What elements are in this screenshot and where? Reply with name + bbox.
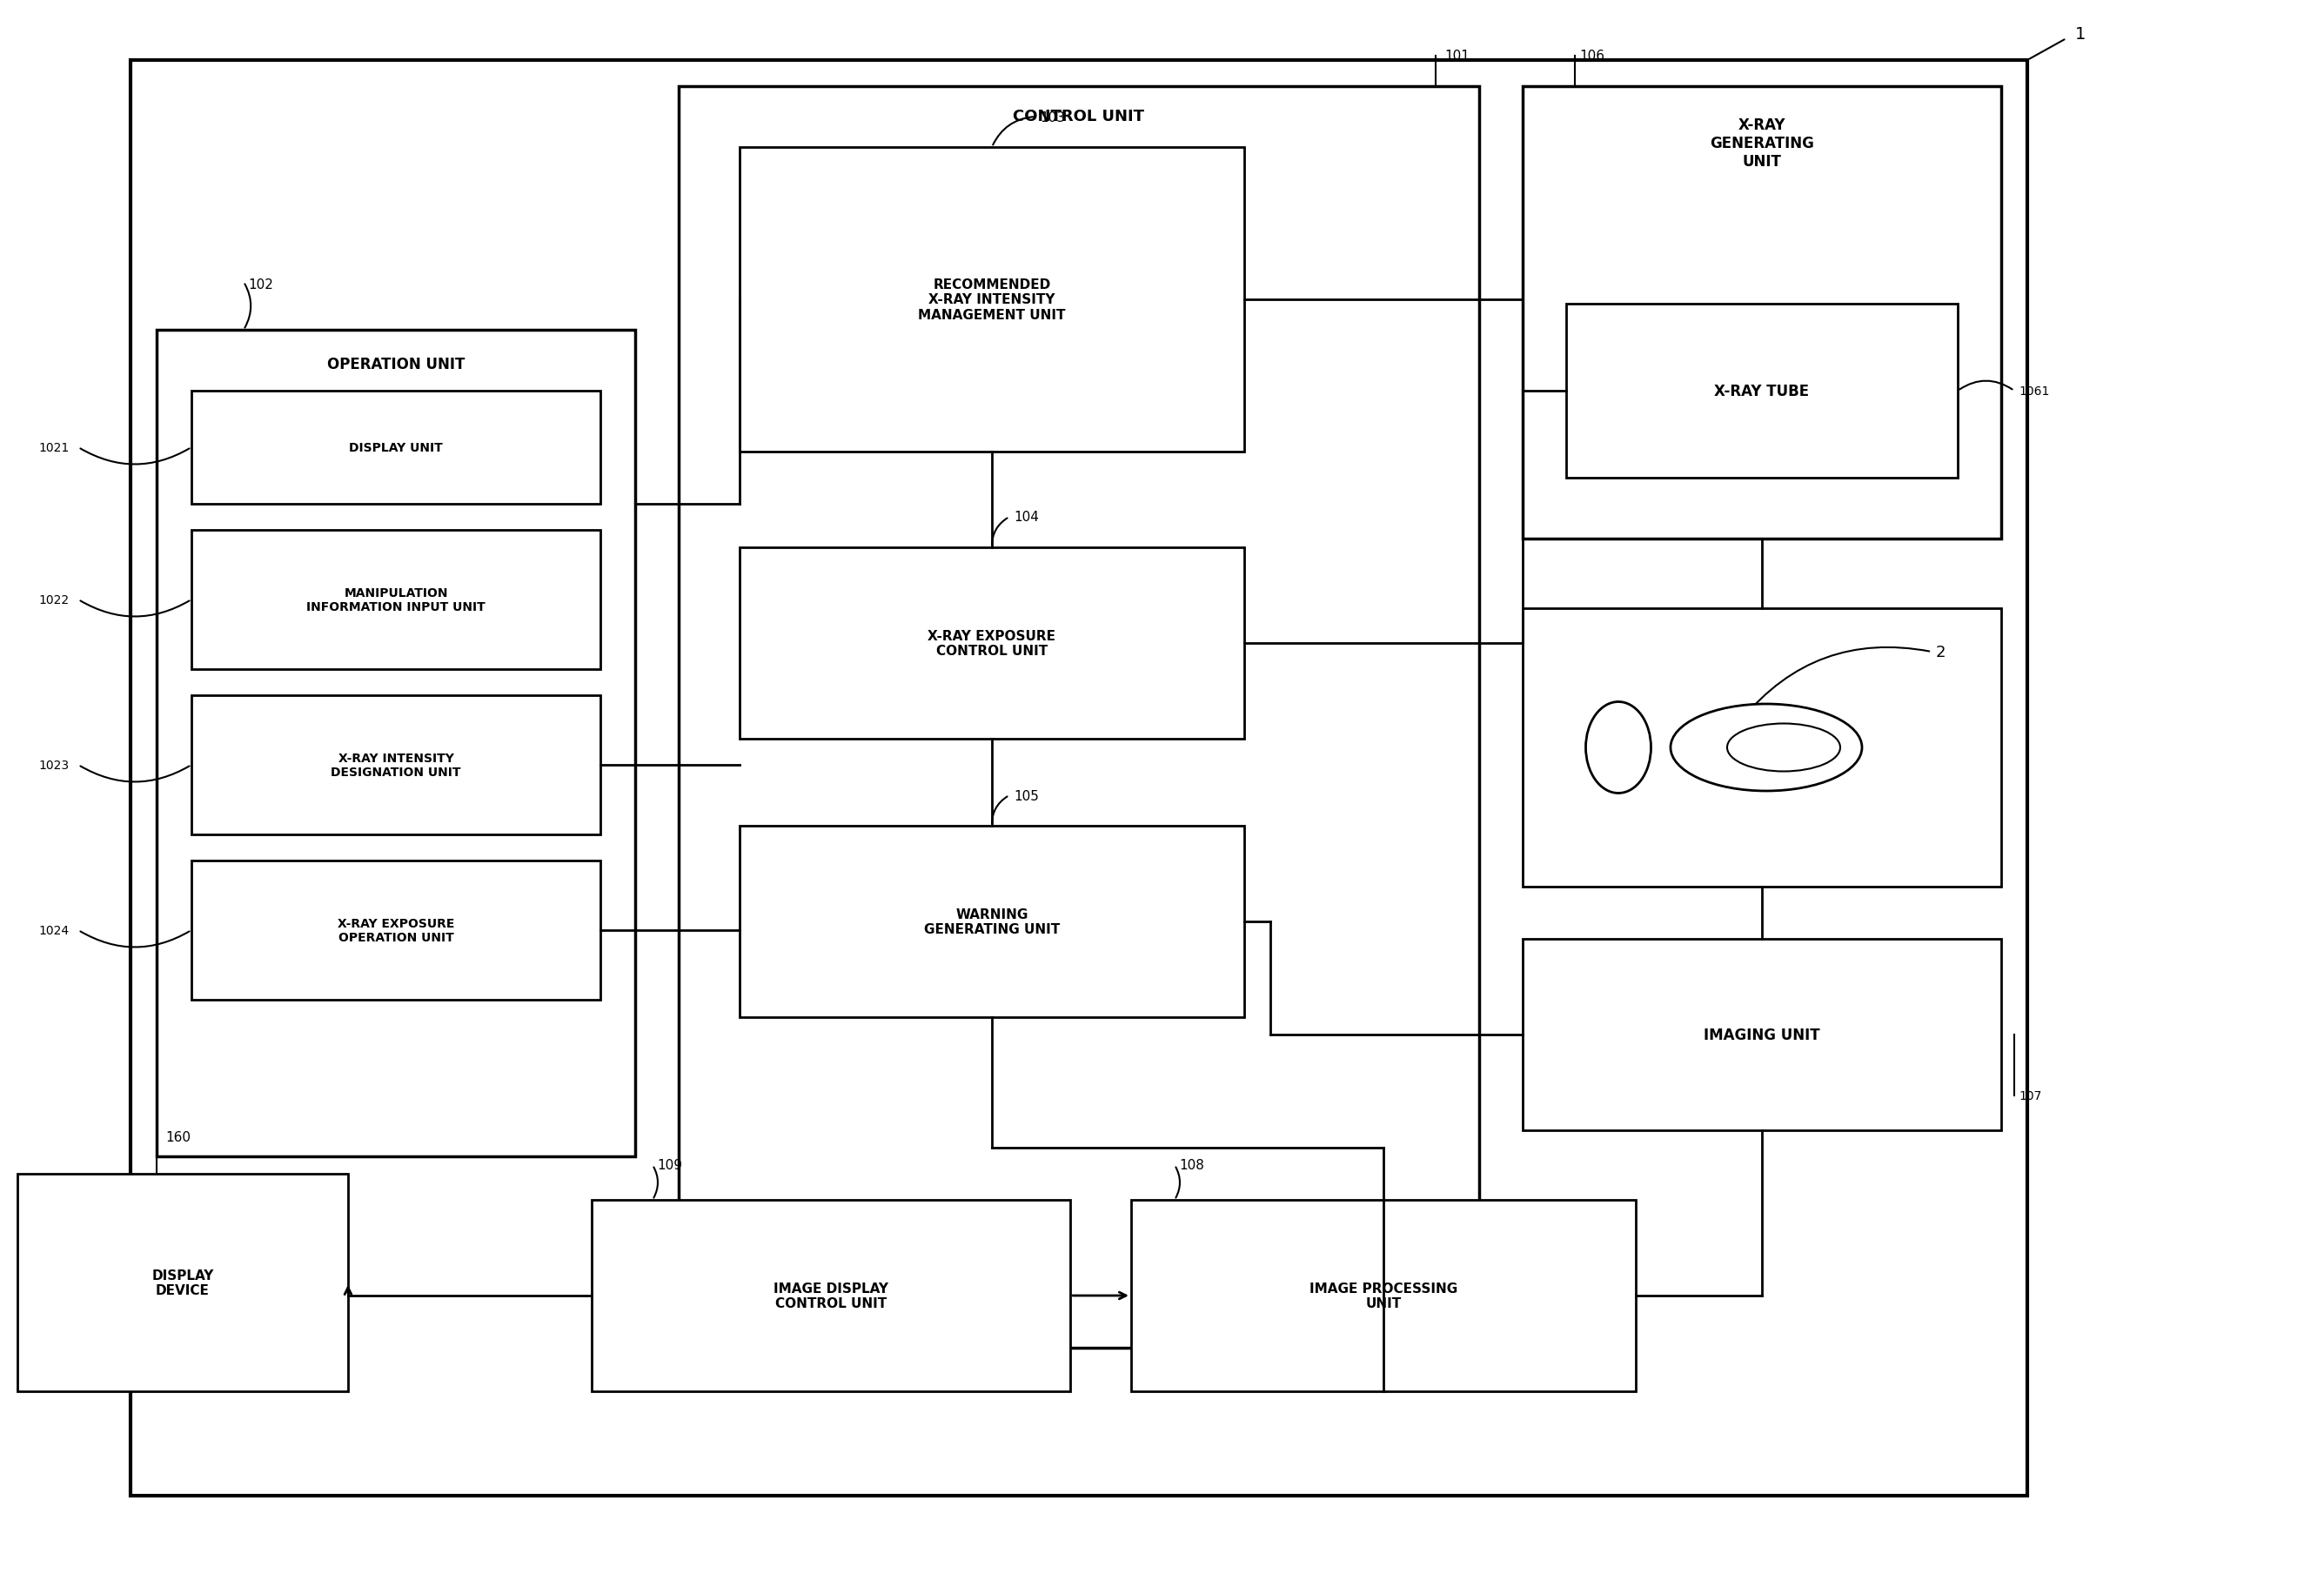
Bar xyxy=(1566,304,1957,478)
Text: 1021: 1021 xyxy=(40,442,70,454)
Text: OPERATION UNIT: OPERATION UNIT xyxy=(328,357,465,371)
Bar xyxy=(679,88,1478,1349)
Text: IMAGE PROCESSING
UNIT: IMAGE PROCESSING UNIT xyxy=(1308,1282,1457,1310)
Text: 1: 1 xyxy=(2075,27,2087,43)
Ellipse shape xyxy=(1727,724,1841,771)
Text: WARNING
GENERATING UNIT: WARNING GENERATING UNIT xyxy=(925,907,1060,936)
Text: 1024: 1024 xyxy=(40,925,70,937)
Bar xyxy=(1522,88,2001,539)
Text: 108: 108 xyxy=(1178,1159,1204,1172)
Text: 1061: 1061 xyxy=(2020,386,2050,397)
Text: CONTROL UNIT: CONTROL UNIT xyxy=(1013,108,1146,124)
Text: IMAGE DISPLAY
CONTROL UNIT: IMAGE DISPLAY CONTROL UNIT xyxy=(774,1282,888,1310)
Bar xyxy=(156,330,634,1157)
Bar xyxy=(1522,939,2001,1130)
Text: 160: 160 xyxy=(165,1130,191,1143)
Ellipse shape xyxy=(1585,703,1650,794)
Text: 1023: 1023 xyxy=(40,759,70,771)
Text: 101: 101 xyxy=(1443,49,1469,64)
Bar xyxy=(1132,1200,1636,1392)
Bar xyxy=(739,148,1243,453)
Text: 104: 104 xyxy=(1013,512,1039,524)
Text: 109: 109 xyxy=(658,1159,683,1172)
Text: 103: 103 xyxy=(1039,112,1064,124)
Bar xyxy=(191,531,600,669)
Text: IMAGING UNIT: IMAGING UNIT xyxy=(1703,1027,1820,1042)
Bar xyxy=(739,826,1243,1017)
Text: 106: 106 xyxy=(1580,49,1604,64)
Text: X-RAY
GENERATING
UNIT: X-RAY GENERATING UNIT xyxy=(1710,118,1815,169)
Text: 102: 102 xyxy=(249,279,274,292)
Bar xyxy=(593,1200,1071,1392)
Text: X-RAY EXPOSURE
OPERATION UNIT: X-RAY EXPOSURE OPERATION UNIT xyxy=(337,918,456,944)
Text: 2: 2 xyxy=(1936,644,1945,660)
Bar xyxy=(130,61,2027,1495)
Bar xyxy=(16,1173,349,1392)
Text: MANIPULATION
INFORMATION INPUT UNIT: MANIPULATION INFORMATION INPUT UNIT xyxy=(307,587,486,614)
Bar xyxy=(191,391,600,504)
Text: X-RAY INTENSITY
DESIGNATION UNIT: X-RAY INTENSITY DESIGNATION UNIT xyxy=(330,752,460,778)
Text: DISPLAY
DEVICE: DISPLAY DEVICE xyxy=(151,1269,214,1298)
Text: 1022: 1022 xyxy=(40,595,70,606)
Bar xyxy=(739,548,1243,740)
Text: 105: 105 xyxy=(1013,789,1039,802)
Ellipse shape xyxy=(1671,705,1862,791)
Bar xyxy=(1522,609,2001,886)
Text: RECOMMENDED
X-RAY INTENSITY
MANAGEMENT UNIT: RECOMMENDED X-RAY INTENSITY MANAGEMENT U… xyxy=(918,279,1067,322)
Text: DISPLAY UNIT: DISPLAY UNIT xyxy=(349,442,444,454)
Bar xyxy=(191,695,600,835)
Bar xyxy=(191,861,600,999)
Text: 107: 107 xyxy=(2020,1090,2040,1101)
Text: X-RAY EXPOSURE
CONTROL UNIT: X-RAY EXPOSURE CONTROL UNIT xyxy=(927,630,1055,658)
Text: X-RAY TUBE: X-RAY TUBE xyxy=(1715,384,1810,398)
